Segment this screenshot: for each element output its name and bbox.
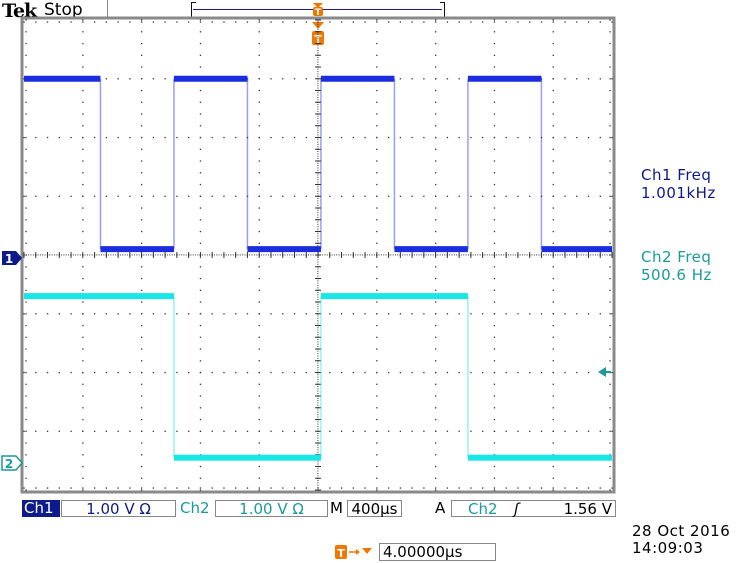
waveform-traces	[24, 75, 612, 461]
svg-text:2: 2	[5, 457, 13, 471]
svg-text:T: T	[314, 33, 322, 46]
ch1-freq-label: Ch1 Freq	[641, 166, 712, 184]
ch2-vertical-scale[interactable]: 1.00 V Ω	[215, 500, 328, 518]
capture-time: 14:09:03	[632, 539, 704, 557]
ch1-ground-marker[interactable]: 1	[2, 251, 22, 266]
ch1-frequency-measurement: Ch1 Freq 1.001kHz	[641, 166, 716, 202]
ch2-freq-value: 500.6 Hz	[641, 266, 712, 284]
trigger-settings[interactable]: Ch2 ʃ 1.56 V	[451, 500, 616, 518]
readout-bar: Ch1 1.00 V Ω Ch2 1.00 V Ω M 400µs A Ch2 …	[22, 500, 616, 518]
trigger-position-icon: T	[335, 545, 372, 560]
svg-text:T: T	[315, 8, 322, 18]
trigger-level: 1.56 V	[563, 500, 612, 518]
graticule-grid	[23, 19, 613, 491]
ch1-freq-value: 1.001kHz	[641, 184, 716, 202]
timebase-value[interactable]: 400µs	[347, 500, 402, 518]
ch1-button[interactable]: Ch1	[22, 500, 60, 517]
rising-edge-icon: ʃ	[514, 500, 520, 518]
capture-date: 28 Oct 2016	[632, 522, 731, 540]
ch2-button[interactable]: Ch2	[180, 499, 210, 517]
main-timebase-label: M	[330, 499, 343, 517]
trigger-mode-label: A	[435, 499, 446, 517]
divider	[107, 0, 108, 18]
graticule-frame	[20, 16, 616, 494]
trigger-source: Ch2	[468, 500, 498, 518]
svg-text:T: T	[337, 547, 345, 560]
trigger-level-marker-icon[interactable]	[598, 367, 611, 377]
ch2-freq-label: Ch2 Freq	[641, 248, 712, 266]
trigger-position-marker-icon: T	[313, 3, 323, 18]
ch2-frequency-measurement: Ch2 Freq 500.6 Hz	[641, 248, 712, 284]
acquisition-status: Stop	[44, 0, 83, 20]
trigger-time-marker-icon[interactable]: T	[312, 22, 324, 46]
ch1-vertical-scale[interactable]: 1.00 V Ω	[61, 500, 176, 518]
svg-text:1: 1	[5, 252, 13, 266]
ch2-ground-marker[interactable]: 2	[1, 455, 23, 471]
horizontal-position-value[interactable]: 4.00000µs	[379, 543, 496, 561]
